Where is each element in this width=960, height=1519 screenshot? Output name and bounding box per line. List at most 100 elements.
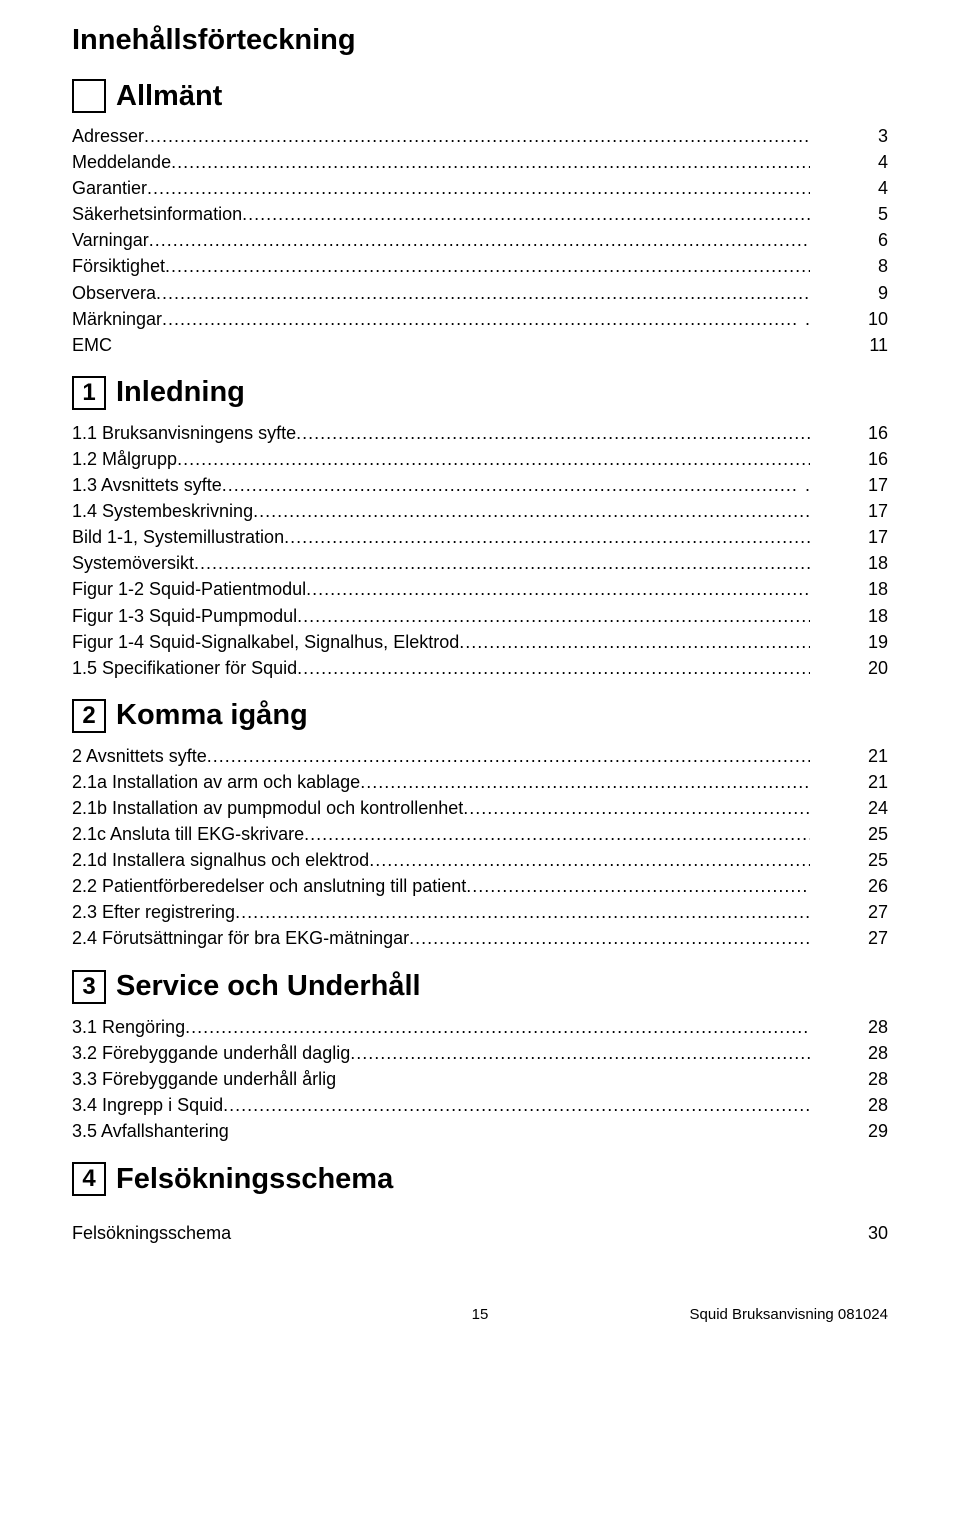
toc-leader-dots <box>304 821 810 847</box>
toc-entry-label: 3.1 Rengöring <box>72 1014 185 1040</box>
toc-entry: 2.2 Patientförberedelser och anslutning … <box>72 873 888 899</box>
toc-entry-label: EMC <box>72 332 810 358</box>
toc-entry-page: 9 <box>810 280 888 306</box>
toc-entry-page: 25 <box>810 821 888 847</box>
toc-leader-dots <box>463 795 810 821</box>
toc-entry: 1.3 Avsnittets syfte.17 <box>72 472 888 498</box>
toc-entry: 3.2 Förebyggande underhåll daglig28 <box>72 1040 888 1066</box>
toc-entry-page: 29 <box>810 1118 888 1144</box>
toc-entry: 1.1 Bruksanvisningens syfte16 <box>72 420 888 446</box>
toc-entry-label: 3.4 Ingrepp i Squid <box>72 1092 223 1118</box>
section-title: Allmänt <box>116 80 222 113</box>
toc-entry-page: 19 <box>810 629 888 655</box>
toc-entry-page: 17 <box>810 524 888 550</box>
toc-leader-dots <box>369 847 810 873</box>
toc-entry-label: 2.1a Installation av arm och kablage <box>72 769 360 795</box>
toc-entry-label: 2.3 Efter registrering <box>72 899 235 925</box>
toc-trailing-dot: . <box>799 472 810 498</box>
section-title: Inledning <box>116 376 245 409</box>
toc-entry: Säkerhetsinformation 5 <box>72 201 888 227</box>
toc-entry: Försiktighet8 <box>72 253 888 279</box>
toc-entry: EMC11 <box>72 332 888 358</box>
toc-entry-label: 1.3 Avsnittets syfte <box>72 472 222 498</box>
toc-entry-page: 28 <box>810 1066 888 1092</box>
toc-entry: 2.1a Installation av arm och kablage21 <box>72 769 888 795</box>
toc-entry: 2.4 Förutsättningar för bra EKG-mätninga… <box>72 925 888 951</box>
toc-leader-dots <box>177 446 810 472</box>
toc-entry-page: 11 <box>810 332 888 358</box>
toc-entry-page: 27 <box>810 925 888 951</box>
toc-leader-dots <box>222 472 799 498</box>
toc-leader-dots <box>306 576 810 602</box>
toc-entry-page: 28 <box>810 1092 888 1118</box>
toc-trailing-dot: . <box>799 306 810 332</box>
toc-leader-dots <box>459 629 810 655</box>
toc-entry-label: Felsökningsschema <box>72 1220 810 1246</box>
toc-entry-page: 30 <box>810 1220 888 1246</box>
toc-entry: Felsökningsschema30 <box>72 1220 888 1246</box>
toc-entry-label: 3.2 Förebyggande underhåll daglig <box>72 1040 350 1066</box>
toc-entry: 2.1d Installera signalhus och elektrod25 <box>72 847 888 873</box>
toc-leader-dots <box>156 280 810 306</box>
toc-entry-label: Försiktighet <box>72 253 165 279</box>
footer-doc-reference: Squid Bruksanvisning 081024 <box>690 1306 888 1323</box>
toc-entry-label: Figur 1-3 Squid-Pumpmodul <box>72 603 297 629</box>
section-items: Adresser3Meddelande4Garantier4Säkerhetsi… <box>72 123 888 358</box>
toc-entry-label: 2 Avsnittets syfte <box>72 743 207 769</box>
toc-entry-label: Säkerhetsinformation <box>72 201 242 227</box>
toc-leader-dots <box>223 1092 810 1118</box>
toc-entry: Figur 1-2 Squid-Patientmodul18 <box>72 576 888 602</box>
section-items: 3.1 Rengöring283.2 Förebyggande underhål… <box>72 1014 888 1144</box>
toc-entry: 1.4 Systembeskrivning17 <box>72 498 888 524</box>
toc-entry: 3.3 Förebyggande underhåll årlig28 <box>72 1066 888 1092</box>
footer-page-number: 15 <box>472 1306 489 1323</box>
toc-entry-label: 2.1c Ansluta till EKG-skrivare <box>72 821 304 847</box>
toc-entry-page: 28 <box>810 1014 888 1040</box>
toc-entry-page: 16 <box>810 420 888 446</box>
toc-entry-label: Systemöversikt <box>72 550 194 576</box>
toc-entry: Observera 9 <box>72 280 888 306</box>
toc-leader-dots <box>297 655 810 681</box>
toc-entry-page: 24 <box>810 795 888 821</box>
toc-entry: Garantier4 <box>72 175 888 201</box>
toc-entry-label: Observera <box>72 280 156 306</box>
section-number-box <box>72 79 106 113</box>
toc-entry-label: 1.4 Systembeskrivning <box>72 498 253 524</box>
section-title: Komma igång <box>116 699 308 732</box>
toc-leader-dots <box>149 227 810 253</box>
toc-entry-page: 17 <box>810 472 888 498</box>
section-heading: 1Inledning <box>72 376 888 410</box>
toc-entry-label: Figur 1-2 Squid-Patientmodul <box>72 576 306 602</box>
toc-leader-dots <box>235 899 810 925</box>
toc-entry: 1.2 Målgrupp16 <box>72 446 888 472</box>
toc-page: Innehållsförteckning AllmäntAdresser3Med… <box>0 0 960 1363</box>
toc-entry: Figur 1-3 Squid-Pumpmodul 18 <box>72 603 888 629</box>
toc-entry-page: 5 <box>810 201 888 227</box>
toc-leader-dots <box>147 175 810 201</box>
toc-leader-dots <box>194 550 810 576</box>
toc-leader-dots <box>144 123 810 149</box>
toc-entry: Figur 1-4 Squid-Signalkabel, Signalhus, … <box>72 629 888 655</box>
section-number-box: 4 <box>72 1162 106 1196</box>
toc-leader-dots <box>350 1040 810 1066</box>
section-title: Service och Underhåll <box>116 970 421 1003</box>
toc-entry: Märkningar.10 <box>72 306 888 332</box>
toc-leader-dots <box>207 743 810 769</box>
toc-leader-dots <box>253 498 810 524</box>
toc-entry-page: 27 <box>810 899 888 925</box>
toc-entry-page: 18 <box>810 603 888 629</box>
toc-leader-dots <box>165 253 810 279</box>
toc-entry-page: 4 <box>810 175 888 201</box>
toc-entry: 3.1 Rengöring 28 <box>72 1014 888 1040</box>
toc-entry: 2.1c Ansluta till EKG-skrivare 25 <box>72 821 888 847</box>
toc-leader-dots <box>360 769 810 795</box>
toc-leader-dots <box>466 873 810 899</box>
toc-entry-label: Adresser <box>72 123 144 149</box>
toc-entry-label: Varningar <box>72 227 149 253</box>
toc-entry-label: 2.1b Installation av pumpmodul och kontr… <box>72 795 463 821</box>
toc-entry-page: 3 <box>810 123 888 149</box>
toc-entry-label: 2.2 Patientförberedelser och anslutning … <box>72 873 466 899</box>
toc-entry-label: Märkningar <box>72 306 162 332</box>
section-heading: 3Service och Underhåll <box>72 970 888 1004</box>
section-heading: Allmänt <box>72 79 888 113</box>
